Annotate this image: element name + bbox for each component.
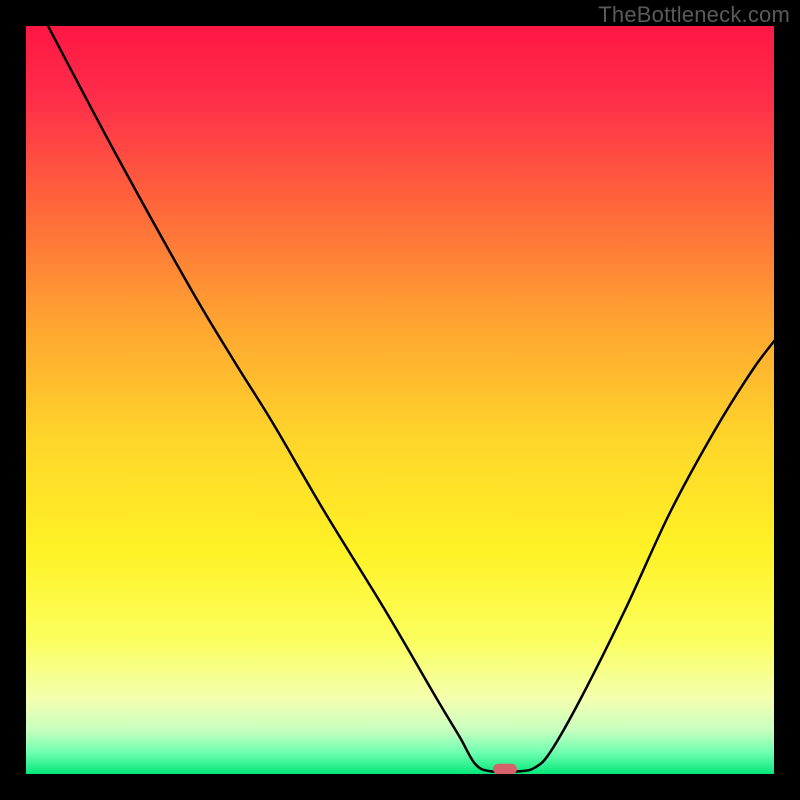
plot-background xyxy=(25,25,775,775)
optimal-marker xyxy=(493,764,517,775)
chart-container: TheBottleneck.com xyxy=(0,0,800,800)
watermark-text: TheBottleneck.com xyxy=(598,2,790,28)
bottleneck-chart xyxy=(0,0,800,800)
